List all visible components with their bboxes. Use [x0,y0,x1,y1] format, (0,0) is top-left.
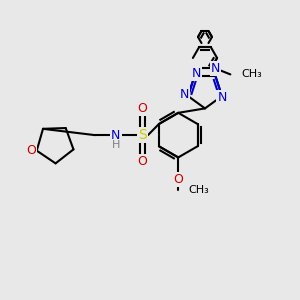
Text: S: S [138,128,147,142]
Text: O: O [138,155,148,168]
Text: O: O [173,172,183,186]
Text: N: N [211,62,220,75]
Text: H: H [112,140,120,150]
Text: N: N [180,88,189,101]
Text: N: N [111,129,121,142]
Text: N: N [217,91,226,104]
Text: CH₃: CH₃ [242,69,262,80]
Text: O: O [138,102,148,115]
Text: CH₃: CH₃ [189,185,209,195]
Text: N: N [191,67,201,80]
Text: O: O [26,144,36,157]
